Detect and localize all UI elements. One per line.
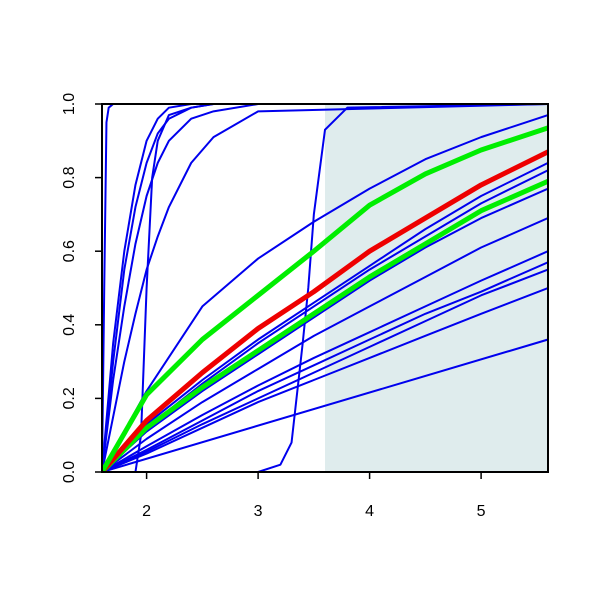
curve [102,104,548,472]
curve [102,261,548,472]
curve [102,187,548,472]
x-tick-label: 3 [254,503,263,520]
curve [102,217,548,472]
axes-layer: 2 3 4 5 0.0 0.2 0.4 0.6 0.8 1.0 [61,93,549,520]
y-tick-label: 0.2 [61,387,78,409]
curve [102,104,548,472]
curve [102,287,548,472]
y-tick-label: 0.6 [61,240,78,262]
shade-layer [325,104,548,472]
curve [102,104,548,472]
x-tick-label: 4 [365,503,374,520]
x-tick-label: 5 [477,503,486,520]
curve [102,125,548,472]
x-tick-label: 2 [142,503,151,520]
y-tick-label: 0.4 [61,314,78,336]
curve [102,104,548,472]
plot-frame [101,103,549,473]
curve [102,268,548,472]
curve [102,338,548,472]
shaded-region [325,104,548,472]
curve [102,114,548,472]
curve [102,104,548,472]
curve [102,149,548,472]
curve [102,178,548,472]
y-tick-label: 0.0 [61,461,78,483]
y-tick-label: 0.8 [61,166,78,188]
curve [102,104,548,472]
lines-layer [102,104,548,472]
curve [102,104,548,472]
curve [102,250,548,472]
curve [102,161,548,472]
y-tick-label: 1.0 [61,93,78,115]
